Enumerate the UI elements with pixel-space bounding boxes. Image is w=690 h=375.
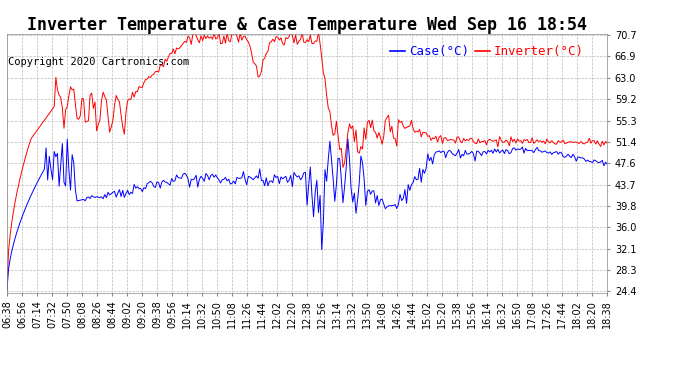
Title: Inverter Temperature & Case Temperature Wed Sep 16 18:54: Inverter Temperature & Case Temperature … [27,16,587,34]
Text: Copyright 2020 Cartronics.com: Copyright 2020 Cartronics.com [8,57,189,67]
Legend: Case(°C), Inverter(°C): Case(°C), Inverter(°C) [385,40,589,63]
